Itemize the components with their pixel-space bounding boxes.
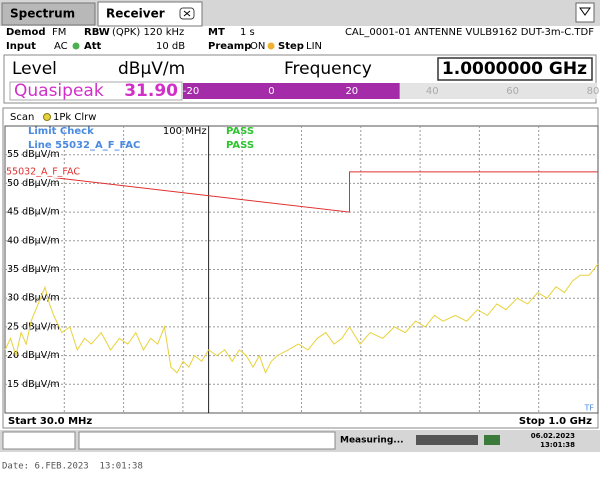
tf-flag: TF (584, 404, 595, 413)
info-value: (QPK) 120 kHz (112, 27, 184, 38)
limit-result: PASS (226, 126, 254, 137)
display-line-label: 100 MHz (163, 126, 207, 137)
status-dot (267, 42, 275, 50)
legend-swatch (43, 113, 51, 121)
y-tick-label: 45 dBµV/m (7, 207, 60, 218)
info-label: Demod (6, 27, 46, 38)
y-tick-label: 35 dBµV/m (7, 264, 60, 275)
legend-entry: 1Pk Clrw (53, 112, 96, 123)
meter-tick-label: 40 (426, 86, 439, 97)
stop-label: Stop 1.0 GHz (519, 416, 592, 427)
y-tick-label: 50 dBµV/m (7, 178, 60, 189)
info-value: 10 dB (156, 41, 185, 52)
y-tick-label: 30 dBµV/m (7, 293, 60, 304)
level-meter: -20 0 20 40 60 80 (183, 83, 599, 99)
info-value: 1 s (240, 27, 255, 38)
detector: Quasipeak (14, 81, 104, 101)
info-label: Preamp (208, 41, 251, 52)
plot: 55 dBµV/m 50 dBµV/m 45 dBµV/m 40 dBµV/m 35 d… (4, 126, 599, 413)
meter-bar (183, 83, 400, 99)
status-time: 13:01:38 (540, 441, 575, 449)
limit-check: Limit Check (28, 126, 94, 137)
frequency-label: Frequency (284, 59, 372, 79)
meter-tick-label: 80 (587, 86, 600, 97)
info-label: MT (208, 27, 225, 38)
status-date: 06.02.2023 (531, 432, 575, 440)
y-tick-label: 40 dBµV/m (7, 235, 60, 246)
y-tick-label: 55 dBµV/m (7, 149, 60, 160)
tab-label: Receiver (106, 7, 165, 21)
status-icon (484, 435, 500, 445)
meter-tick-label: 60 (506, 86, 519, 97)
transducer: CAL_0001-01 ANTENNE VULB9162 DUT-3m-C.TD… (345, 27, 594, 38)
info-value: AC (54, 41, 68, 52)
info-value: ON (250, 41, 265, 52)
status-field (78, 431, 336, 450)
info-value: FM (52, 27, 66, 38)
trace (4, 263, 599, 375)
status-dot (72, 42, 80, 50)
limit-line (4, 171, 598, 213)
status-message: Measuring... (340, 436, 404, 446)
trace-label: Scan (10, 112, 34, 123)
y-tick-label: 25 dBµV/m (7, 321, 60, 332)
frequency-value: 1.0000000 GHz (442, 59, 587, 79)
y-tick-label: 20 dBµV/m (7, 350, 60, 361)
level-unit: dBµV/m (118, 59, 185, 79)
info-label: RBW (84, 27, 110, 38)
level-value: 31.90 (124, 81, 178, 101)
info-label: Step (278, 41, 304, 52)
frequency-box[interactable] (437, 57, 593, 81)
info-value: LIN (306, 41, 322, 52)
info: Demod FM RBW (QPK) 120 kHz MT 1 s CAL_00… (6, 27, 594, 52)
meter-tick-label: 20 (345, 86, 358, 97)
start-label: Start 30.0 MHz (8, 416, 92, 427)
close-icon (183, 10, 191, 17)
limit-label-bg (6, 165, 82, 178)
menu-icon (579, 7, 591, 16)
tab-label: Spectrum (10, 7, 75, 21)
detector-box (9, 81, 183, 101)
tab[interactable] (1, 2, 96, 26)
y-tick-label: 15 dBµV/m (7, 379, 60, 390)
line-check: Line 55032_A_F_FAC (28, 140, 140, 151)
info-label: Input (6, 41, 36, 52)
progress (416, 435, 478, 445)
menu-button[interactable] (575, 2, 595, 23)
meter-tick-label: 0 (268, 86, 274, 97)
status-field (2, 431, 76, 450)
level-label: Level (12, 59, 57, 79)
footer: Date: 6.FEB.2023 13:01:38 (2, 462, 143, 472)
meter-tick-label: -20 (183, 86, 199, 97)
limit-line-label: 55032_A_F_FAC (6, 166, 80, 177)
line-result: PASS (226, 140, 254, 151)
info-label: Att (84, 41, 102, 52)
